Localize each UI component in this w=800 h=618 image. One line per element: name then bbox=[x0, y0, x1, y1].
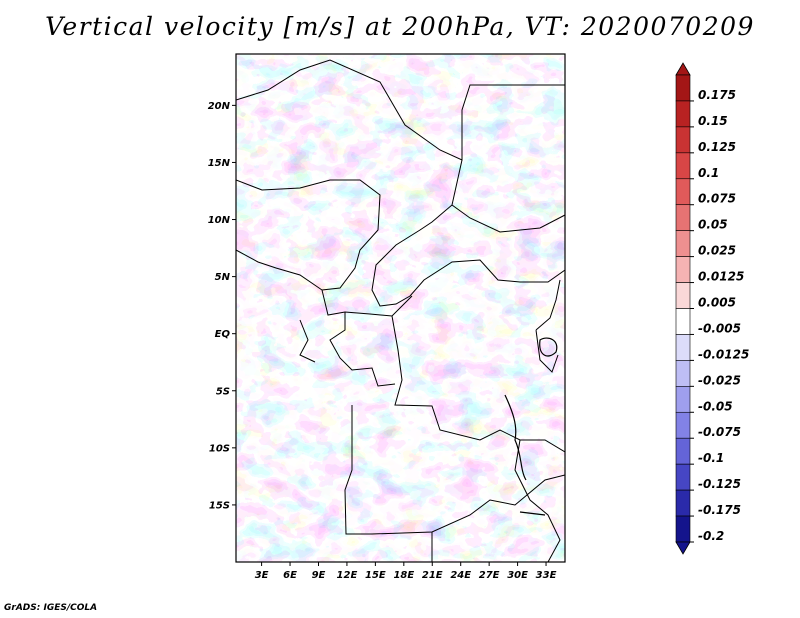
colorbar-label: -0.05 bbox=[698, 399, 733, 413]
colorbar-swatch bbox=[675, 100, 691, 128]
lon-tick-label: 12E bbox=[337, 570, 358, 581]
colorbar-label: 0.05 bbox=[698, 218, 728, 232]
lon-tick-label: 21E bbox=[422, 570, 443, 581]
lat-tick-label: 5N bbox=[215, 272, 231, 283]
lat-tick-label: 15N bbox=[208, 158, 231, 169]
country-borders bbox=[236, 59, 565, 562]
colorbar-label: 0.175 bbox=[698, 88, 736, 102]
lon-tick-label: 9E bbox=[312, 570, 326, 581]
colorbar-swatch bbox=[675, 256, 691, 283]
lon-tick-label: 27E bbox=[479, 570, 500, 581]
colorbar-swatch bbox=[675, 334, 691, 361]
lon-tick-label: 30E bbox=[507, 570, 528, 581]
colorbar-top-arrow bbox=[675, 62, 691, 76]
lon-tick-label: 6E bbox=[283, 570, 297, 581]
colorbar-label: -0.1 bbox=[698, 451, 724, 465]
lon-tick-label: 15E bbox=[365, 570, 386, 581]
lat-tick-label: 10S bbox=[209, 443, 230, 454]
colorbar-label: -0.075 bbox=[698, 425, 741, 439]
lat-tick-label: EQ bbox=[215, 329, 231, 340]
colorbar-swatch bbox=[675, 152, 691, 180]
colorbar-swatch bbox=[675, 204, 691, 231]
lat-tick-label: 15S bbox=[209, 500, 230, 511]
colorbar-swatch bbox=[675, 515, 691, 543]
colorbar-swatch bbox=[675, 74, 691, 102]
lat-tick-label: 20N bbox=[208, 101, 231, 112]
lat-tick-label: 10N bbox=[208, 215, 231, 226]
colorbar-label: -0.0125 bbox=[698, 347, 749, 361]
colorbar-swatch bbox=[675, 178, 691, 206]
colorbar-swatch bbox=[675, 437, 691, 465]
colorbar-swatch bbox=[675, 308, 691, 335]
colorbar-label: -0.2 bbox=[698, 529, 724, 543]
colorbar-label: -0.025 bbox=[698, 373, 741, 387]
longitude-axis: 3E 6E 9E 12E 15E 18E 21E 24E 27E 30E 33E bbox=[255, 562, 557, 581]
colorbar-label: 0.005 bbox=[698, 296, 736, 310]
colorbar-label: 0.125 bbox=[698, 140, 736, 154]
colorbar-label: 0.1 bbox=[698, 166, 719, 180]
colorbar-swatch bbox=[675, 386, 691, 413]
colorbar-swatch bbox=[675, 126, 691, 154]
latitude-axis: 20N 15N 10N 5N EQ 5S 10S 15S bbox=[208, 101, 236, 511]
colorbar-swatch bbox=[675, 411, 691, 439]
colorbar-swatch bbox=[675, 282, 691, 309]
lon-tick-label: 3E bbox=[255, 570, 269, 581]
colorbar-label: 0.025 bbox=[698, 244, 736, 258]
lon-tick-label: 18E bbox=[393, 570, 414, 581]
lon-tick-label: 33E bbox=[536, 570, 557, 581]
colorbar-swatch bbox=[675, 360, 691, 387]
colorbar-swatch bbox=[675, 489, 691, 517]
colorbar: 0.175 0.15 0.125 0.1 0.075 0.05 0.025 0.0125 0.0… bbox=[675, 62, 749, 555]
lon-tick-label: 24E bbox=[450, 570, 471, 581]
map-title: Vertical velocity [m/s] at 200hPa, VT: 2… bbox=[45, 12, 755, 41]
plot-frame bbox=[235, 53, 566, 563]
colorbar-bottom-arrow bbox=[675, 541, 691, 555]
lat-tick-label: 5S bbox=[216, 386, 230, 397]
lakes bbox=[504, 337, 558, 516]
colorbar-label: -0.175 bbox=[698, 503, 741, 517]
colorbar-label: 0.075 bbox=[698, 192, 736, 206]
colorbar-swatch bbox=[675, 463, 691, 491]
grads-credit: GrADS: IGES/COLA bbox=[4, 603, 98, 613]
colorbar-swatch bbox=[675, 230, 691, 257]
colorbar-label: -0.125 bbox=[698, 477, 741, 491]
colorbar-label: 0.15 bbox=[698, 114, 728, 128]
colorbar-label: -0.005 bbox=[698, 321, 741, 335]
colorbar-label: 0.0125 bbox=[698, 270, 744, 284]
